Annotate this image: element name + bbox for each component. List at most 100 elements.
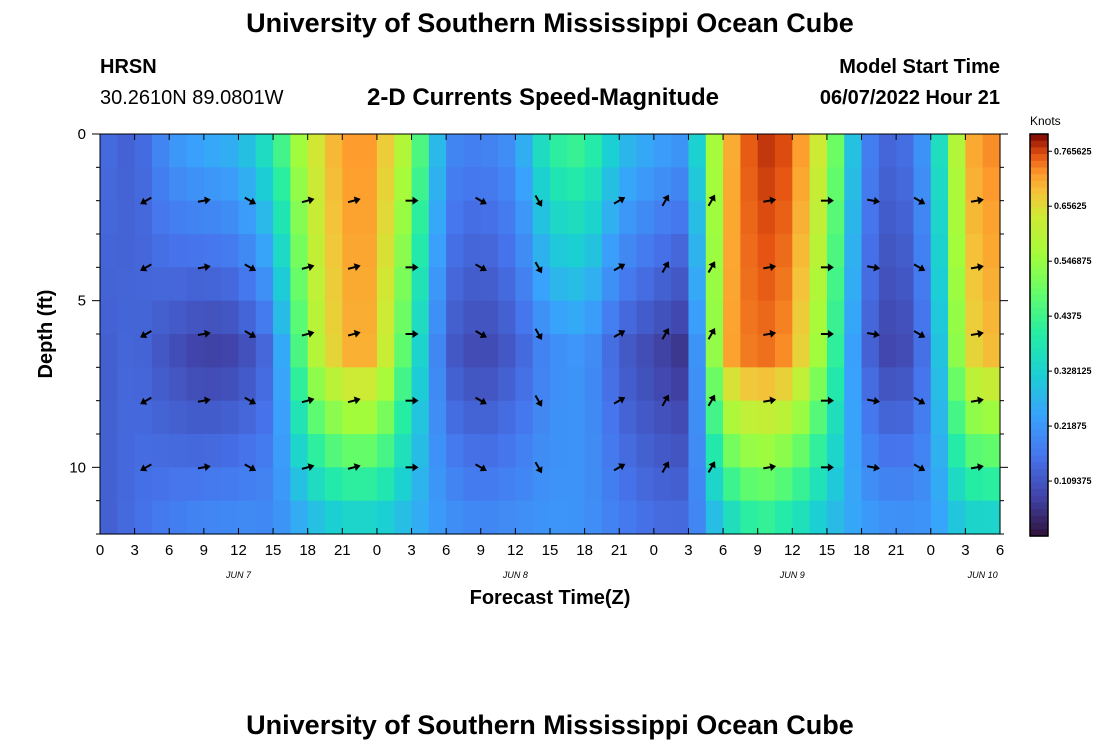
heatmap-cell [965, 434, 984, 468]
heatmap-cell [740, 200, 759, 235]
colorbar-swatch [1030, 428, 1048, 437]
heatmap-cell [948, 234, 966, 268]
heatmap-cell [290, 467, 309, 502]
heatmap-cell [255, 367, 274, 402]
heatmap-cell [948, 367, 966, 402]
heatmap-cell [532, 334, 551, 368]
current-vector-arrow [301, 196, 315, 205]
current-vector-arrow [534, 461, 543, 474]
heatmap-cell [688, 134, 707, 168]
arrow-head [873, 263, 880, 272]
heatmap-cell [463, 500, 482, 535]
heatmap-cell [705, 234, 724, 268]
heatmap-cell [878, 267, 897, 302]
arrow-head [708, 327, 716, 336]
heatmap-cell [480, 367, 499, 402]
heatmap-cell [653, 434, 672, 468]
heatmap-cell [844, 134, 863, 168]
heatmap-cell [705, 167, 724, 202]
x-tick-label: 3 [684, 542, 692, 559]
current-vector-arrow [763, 196, 777, 205]
heatmap-cell [792, 167, 811, 202]
heatmap-cell [688, 367, 707, 402]
heatmap-cell [290, 134, 309, 168]
heatmap-cell [757, 434, 776, 468]
heatmap-cell [757, 200, 776, 235]
colorbar-swatch [1030, 154, 1048, 162]
heatmap-cell [826, 167, 845, 202]
colorbar-tick-label: 0.21875 [1054, 421, 1087, 431]
heatmap-cell [203, 300, 222, 335]
heatmap-cell [151, 300, 170, 335]
heatmap-cell [238, 367, 257, 402]
heatmap-cell [740, 334, 759, 368]
heatmap-cell [723, 400, 741, 435]
colorbar-swatch [1030, 140, 1048, 148]
heatmap-cell [532, 467, 551, 502]
heatmap-cell [809, 167, 828, 202]
current-vector-arrow [970, 263, 984, 272]
heatmap-cell [325, 300, 343, 335]
heatmap-cell [619, 200, 638, 235]
heatmap-cell [688, 200, 707, 235]
arrow-head [204, 396, 211, 405]
heatmap-cell [550, 300, 568, 335]
heatmap-cell [342, 367, 361, 402]
heatmap-cell [498, 134, 516, 168]
heatmap-cell [550, 134, 568, 168]
date-label: JUN 10 [967, 570, 998, 580]
colorbar-tick-label: 0.65625 [1054, 201, 1087, 211]
heatmap-cell [844, 167, 863, 202]
heatmap-cell [169, 267, 188, 302]
heatmap-cell [359, 300, 378, 335]
heatmap-cell [325, 400, 343, 435]
heatmap-cell [723, 367, 741, 402]
current-vector-arrow [866, 196, 880, 205]
heatmap-cell [723, 300, 741, 335]
heatmap-cell [376, 167, 395, 202]
heatmap-cell [948, 467, 966, 502]
colorbar-swatch [1030, 475, 1048, 483]
current-vector-arrow [820, 463, 834, 472]
heatmap-cell [221, 434, 240, 468]
current-vector-arrow [301, 396, 315, 405]
heatmap-cell [342, 400, 361, 435]
heatmap-cell [221, 500, 240, 535]
heatmap-cell [775, 367, 793, 402]
x-tick-label: 12 [784, 542, 801, 559]
colorbar-swatch [1030, 227, 1048, 236]
heatmap-cell [584, 334, 603, 368]
heatmap-cell [446, 200, 465, 235]
heatmap-cell [861, 300, 880, 335]
current-vector-arrow [820, 330, 834, 338]
heatmap-cell [930, 234, 949, 268]
colorbar-swatch [1030, 381, 1048, 390]
x-tick-label: 15 [265, 542, 282, 559]
colorbar-label: Knots [1030, 114, 1061, 128]
heatmap-cell [688, 300, 707, 335]
heatmap-cell [463, 200, 482, 235]
heatmap-cell [203, 134, 222, 168]
heatmap-cell [584, 434, 603, 468]
heatmap-cell [601, 467, 620, 502]
heatmap-cell [584, 500, 603, 535]
x-tick-label: 21 [888, 542, 905, 559]
heatmap-cell [705, 200, 724, 235]
heatmap-cell [688, 400, 707, 435]
arrow-head [353, 263, 361, 271]
heatmap-cell [411, 334, 430, 368]
heatmap-cell [861, 167, 880, 202]
heatmap-cell [861, 200, 880, 235]
colorbar-swatch [1030, 261, 1048, 269]
heatmap-cell [550, 200, 568, 235]
colorbar-swatch [1030, 134, 1048, 142]
heatmap-cell [169, 400, 188, 435]
arrow-head [873, 196, 880, 205]
heatmap-cell [498, 334, 516, 368]
current-vector-arrow [534, 261, 543, 274]
heatmap-cell [584, 234, 603, 268]
heatmap-cell [498, 367, 516, 402]
arrow-head [662, 261, 670, 269]
current-vector-arrow [707, 327, 716, 340]
heatmap-cell [723, 134, 741, 168]
